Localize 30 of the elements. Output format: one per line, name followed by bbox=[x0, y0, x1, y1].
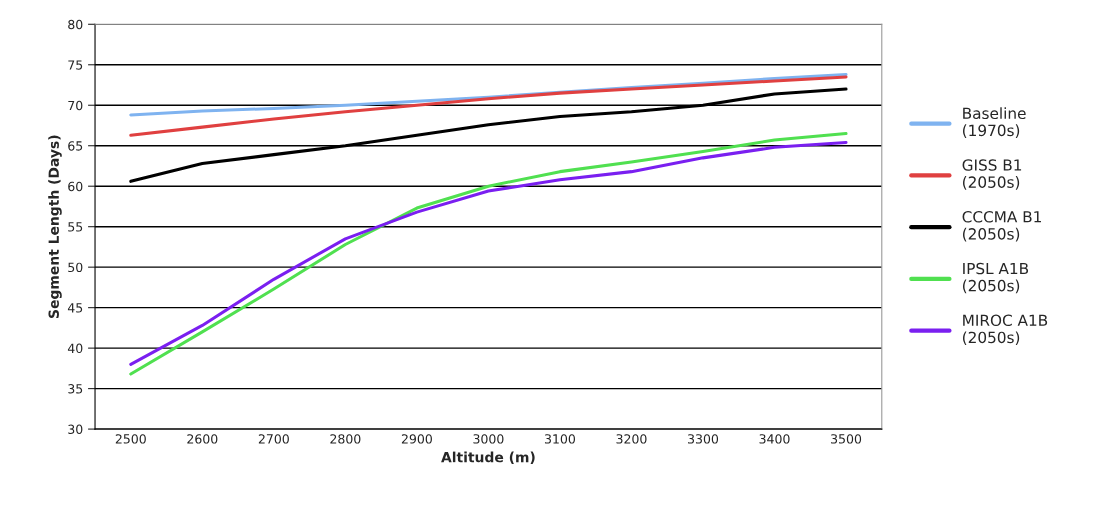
x-tick-label: 3300 bbox=[688, 434, 719, 444]
x-tick-label: 3400 bbox=[759, 434, 790, 444]
x-tick-label: 2600 bbox=[187, 434, 218, 444]
legend-label: IPSL A1B (2050s) bbox=[963, 262, 1029, 294]
x-tick-label: 3000 bbox=[473, 434, 504, 444]
y-tick-label: 75 bbox=[68, 60, 83, 70]
y-tick-label: 55 bbox=[68, 222, 83, 232]
y-tick-label: 65 bbox=[68, 141, 83, 151]
legend-label: MIROC A1B (2050s) bbox=[963, 314, 1048, 345]
x-axis-title: Altitude (m) bbox=[441, 451, 535, 464]
y-tick-label: 40 bbox=[67, 343, 83, 354]
y-tick-label: 60 bbox=[68, 181, 83, 192]
y-tick-label: 50 bbox=[68, 262, 83, 273]
legend-label: CCCMA B1 (2050s) bbox=[962, 211, 1041, 242]
x-tick-label: 3100 bbox=[544, 434, 576, 444]
line-series bbox=[129, 75, 848, 137]
x-tick-label: 2800 bbox=[330, 434, 361, 444]
x-tick-label: 2500 bbox=[115, 434, 146, 444]
x-tick-label: 2900 bbox=[401, 434, 432, 444]
y-axis-title: Segment Length (Days) bbox=[48, 135, 62, 318]
x-tick-label: 2700 bbox=[258, 434, 289, 444]
x-tick-label: 3500 bbox=[831, 434, 862, 444]
legend-label: GISS B1 (2050s) bbox=[962, 159, 1022, 190]
y-tick-label: 70 bbox=[68, 100, 83, 111]
x-tick-label: 3200 bbox=[616, 434, 647, 444]
y-tick-label: 35 bbox=[68, 384, 83, 394]
y-tick-label: 80 bbox=[68, 19, 83, 30]
legend-label: Baseline (1970s) bbox=[963, 107, 1026, 138]
y-tick-label: 30 bbox=[68, 424, 83, 435]
y-tick-label: 45 bbox=[67, 303, 83, 313]
